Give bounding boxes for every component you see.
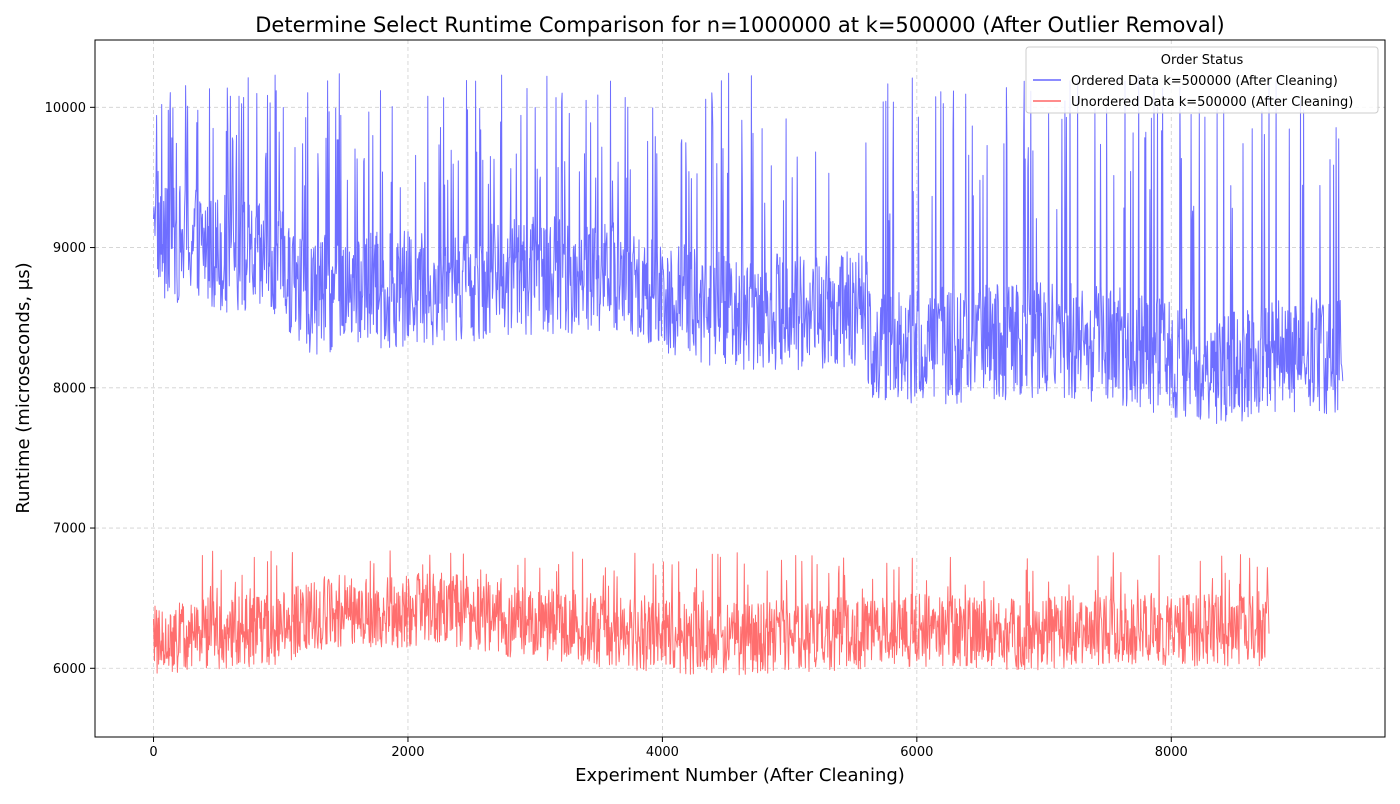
legend-box — [1025, 46, 1379, 114]
y-axis-label: Runtime (microseconds, μs) — [13, 262, 34, 513]
x-tick-label: 0 — [149, 745, 157, 760]
y-tick-label: 7000 — [53, 522, 86, 537]
legend-label-unordered: Unordered Data k=500000 (After Cleaning) — [1071, 95, 1353, 110]
y-axis-ticks: 6000 7000 8000 9000 10000 — [45, 101, 95, 677]
x-tick-label: 8000 — [1155, 745, 1188, 760]
legend-label-ordered: Ordered Data k=500000 (After Cleaning) — [1071, 74, 1338, 89]
x-tick-label: 4000 — [646, 745, 679, 760]
x-axis-ticks: 0 2000 4000 6000 8000 — [149, 737, 1188, 760]
x-tick-label: 6000 — [900, 745, 933, 760]
y-tick-label: 6000 — [53, 662, 86, 677]
x-tick-label: 2000 — [391, 745, 424, 760]
plot-frame — [94, 39, 1386, 738]
y-tick-label: 8000 — [53, 381, 86, 396]
series-line-unordered — [153, 550, 1270, 676]
x-axis-label: Experiment Number (After Cleaning) — [575, 765, 905, 786]
y-tick-label: 10000 — [45, 101, 86, 116]
series-layer — [153, 72, 1344, 676]
y-tick-label: 9000 — [53, 241, 86, 256]
legend-title: Order Status — [1161, 53, 1244, 68]
chart-title: Determine Select Runtime Comparison for … — [255, 13, 1224, 37]
series-line-ordered — [153, 72, 1344, 424]
legend: Order Status Ordered Data k=500000 (Afte… — [1025, 46, 1379, 114]
